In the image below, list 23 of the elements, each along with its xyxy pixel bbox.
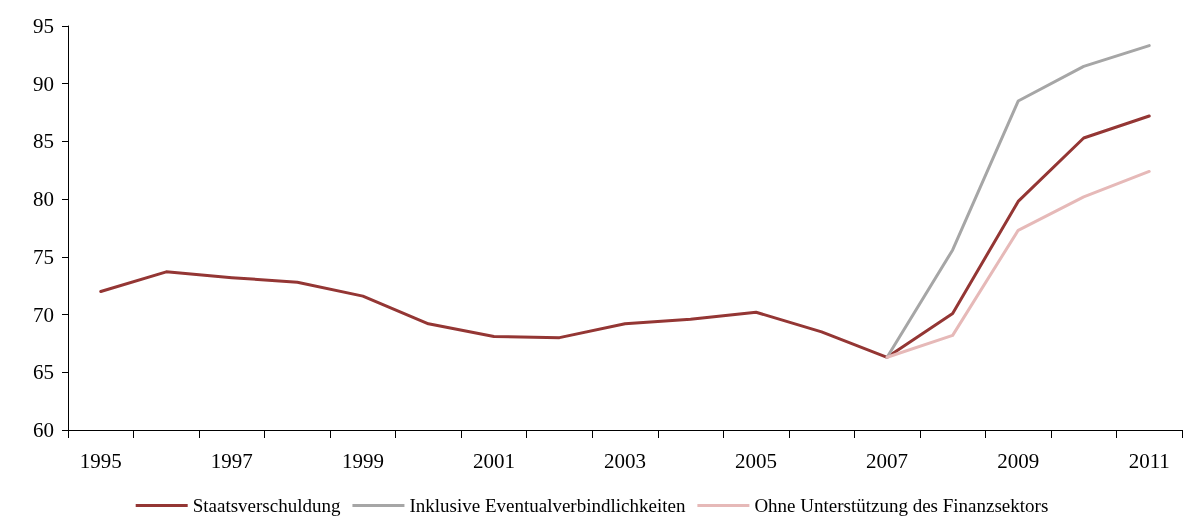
x-tick-label: 1999 bbox=[341, 448, 384, 473]
line-series bbox=[885, 44, 1151, 359]
x-tick-label: 2001 bbox=[472, 448, 515, 473]
y-tick-label: 90 bbox=[33, 71, 54, 96]
y-tick-label: 60 bbox=[33, 418, 54, 442]
y-tick-label: 80 bbox=[33, 187, 54, 212]
x-tick-label: 2009 bbox=[997, 448, 1040, 473]
x-tick-label: 2003 bbox=[604, 448, 646, 473]
x-tick-label: 2011 bbox=[1128, 448, 1170, 473]
y-tick-label: 70 bbox=[33, 302, 54, 327]
y-tick-label: 65 bbox=[33, 360, 54, 385]
legend-label: Ohne Unterstützung des Finanzsektors bbox=[754, 495, 1049, 516]
x-tick-label: 1995 bbox=[79, 448, 122, 473]
legend-label: Inklusive Eventualverbindlichkeiten bbox=[409, 495, 686, 516]
y-tick-label: 75 bbox=[33, 244, 54, 269]
x-tick-label: 2007 bbox=[866, 448, 909, 473]
x-tick-label: 1997 bbox=[210, 448, 253, 473]
line-series bbox=[885, 169, 1151, 359]
y-tick-label: 95 bbox=[33, 14, 54, 38]
y-tick-label: 85 bbox=[33, 129, 54, 154]
legend-label: Staatsverschuldung bbox=[192, 495, 341, 516]
line-series bbox=[99, 114, 1151, 359]
x-tick-label: 2005 bbox=[735, 448, 778, 473]
